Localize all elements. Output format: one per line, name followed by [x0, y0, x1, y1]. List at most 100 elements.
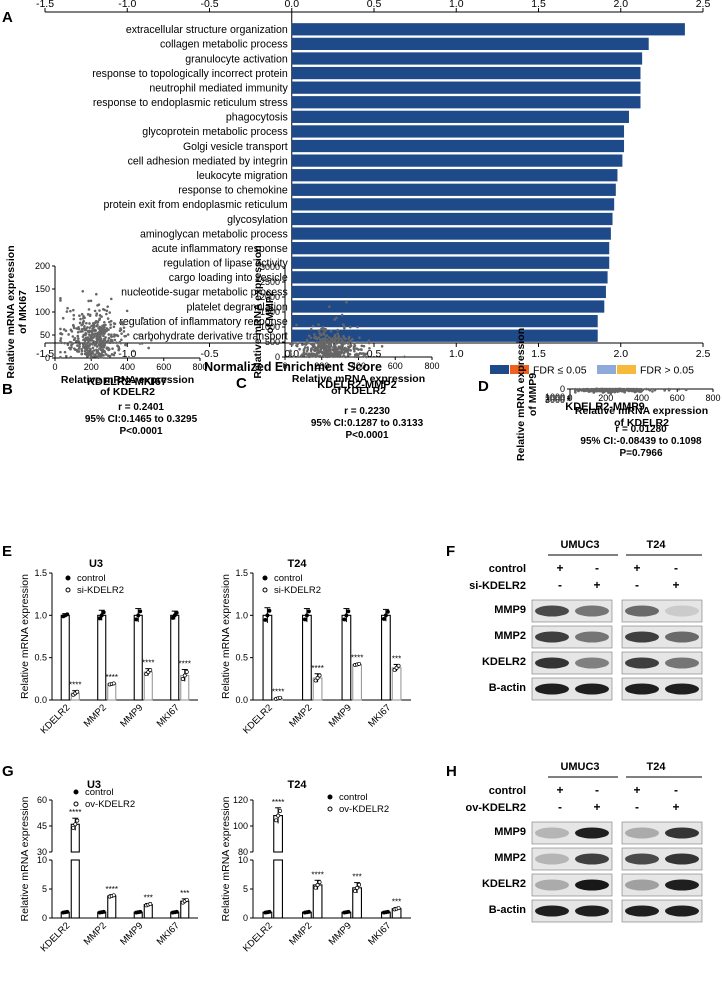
protein-band — [625, 879, 659, 891]
scatter-point — [113, 351, 117, 355]
bar — [97, 614, 107, 701]
y-tick-label: 0.0 — [34, 695, 47, 705]
panel-a-gsea-bar-chart: -1.5 -1.5 -1.0 -1.0 -0.5 -0.5 0.0 0.0 0.5 0.5 1.0 1… — [36, 0, 710, 377]
protein-band — [575, 657, 609, 669]
scatter-point — [69, 309, 72, 313]
y-tick-label: 0 — [45, 353, 50, 363]
legend-marker — [65, 587, 71, 593]
top-tick-label: -1.5 — [36, 0, 54, 10]
replicate-point — [148, 668, 153, 672]
scatter-point — [138, 342, 142, 345]
y-axis-title-line: Relative mRNA expression — [515, 328, 527, 461]
scatter-point — [340, 345, 343, 348]
scatter-point — [86, 313, 90, 316]
stat-line: 95% CI:0.1287 to 0.3133 — [311, 418, 424, 429]
y-axis-title: Relative mRNA expressionof MMP9 — [515, 328, 539, 461]
scatter-point — [103, 328, 107, 332]
category-label: MKI67 — [366, 702, 393, 729]
scatter-point — [113, 338, 117, 342]
scatter-point — [68, 340, 72, 344]
scatter-point — [332, 346, 335, 349]
y-axis-title: Relative mRNA expression — [220, 574, 232, 699]
scatter-point — [360, 344, 364, 348]
y-tick-label: 0.0 — [235, 695, 248, 705]
scatter-point — [98, 317, 101, 320]
term-label: glycosylation — [227, 214, 288, 226]
scatter-point — [325, 348, 329, 352]
condition-sign: + — [593, 800, 600, 814]
scatter-point — [329, 329, 333, 333]
bottom-tick-label: -1.0 — [118, 348, 136, 360]
scatter-point — [667, 388, 671, 392]
scatter-point — [96, 331, 99, 335]
condition-sign: + — [672, 578, 679, 592]
scatter-point — [315, 337, 319, 341]
scatter-point — [85, 353, 88, 356]
scatter-point — [98, 336, 101, 339]
protein-band — [535, 879, 569, 891]
significance-mark: **** — [69, 808, 81, 817]
term-label: protein exit from endoplasmic reticulum — [103, 199, 287, 211]
y-axis-title: Relative mRNA expression — [19, 796, 31, 921]
scatter-point — [321, 355, 325, 358]
top-tick-label: 0.0 — [284, 0, 299, 10]
scatter-point — [119, 328, 123, 332]
term-label: regulation of lipase activity — [164, 258, 289, 270]
scatter-point — [105, 312, 108, 316]
nes-bar — [291, 314, 598, 328]
legend-label-ns: FDR > 0.05 — [640, 365, 694, 377]
scatter-point — [333, 318, 337, 321]
significance-mark: *** — [392, 654, 401, 663]
term-label: neutrophil mediated immunity — [149, 82, 288, 94]
scatter-point — [328, 352, 332, 355]
scatter-point — [138, 333, 141, 337]
top-tick-label: 2.5 — [696, 0, 711, 10]
replicate-point — [267, 909, 272, 914]
protein-band — [575, 683, 609, 695]
panel-b-scatter: 0 200 400 600 800 0 50 100 150 200 KDELR2-MKI67 r =… — [5, 245, 208, 437]
scatter-point — [98, 309, 101, 312]
term-label: response to endoplasmic reticulum stress — [93, 97, 288, 109]
condition-label: control — [489, 785, 526, 797]
protein-band — [575, 905, 609, 917]
scatter-point — [109, 326, 112, 329]
bar — [143, 671, 153, 701]
scatter-point — [98, 330, 101, 333]
scatter-point — [59, 299, 62, 302]
scatter-point — [339, 337, 343, 340]
x-tick-label: 600 — [670, 393, 685, 403]
replicate-point — [304, 613, 309, 618]
scatter-point — [65, 310, 69, 313]
scatter-point — [360, 348, 363, 351]
bar — [133, 614, 143, 701]
bar — [107, 683, 117, 701]
scatter-point — [66, 343, 70, 347]
scatter-point — [312, 354, 315, 358]
category-label: MMP9 — [118, 702, 145, 729]
scatter-point — [91, 352, 95, 355]
legend-label: ov-KDELR2 — [339, 804, 389, 815]
significance-mark: **** — [69, 681, 81, 690]
scatter-point — [603, 388, 607, 391]
protein-band — [625, 827, 659, 839]
scatter-point — [346, 350, 349, 354]
scatter-point — [368, 347, 371, 350]
replicate-point — [344, 613, 349, 618]
scatter-point — [315, 351, 319, 354]
scatter-point — [629, 388, 632, 392]
scatter-point — [87, 350, 90, 354]
scatter-point — [319, 340, 322, 344]
scatter-point — [85, 321, 88, 325]
legend-marker — [65, 575, 71, 581]
y-axis-title-line: Relative mRNA expression — [220, 574, 232, 699]
y-tick-label: 2000 — [545, 393, 565, 403]
scatter-point — [324, 343, 327, 346]
scatter-point — [296, 342, 300, 345]
significance-mark: **** — [311, 870, 323, 879]
scatter-point — [75, 327, 78, 330]
scatter-point — [319, 333, 322, 337]
nes-bar — [291, 110, 629, 123]
replicate-point — [174, 610, 179, 615]
protein-band — [535, 631, 569, 643]
